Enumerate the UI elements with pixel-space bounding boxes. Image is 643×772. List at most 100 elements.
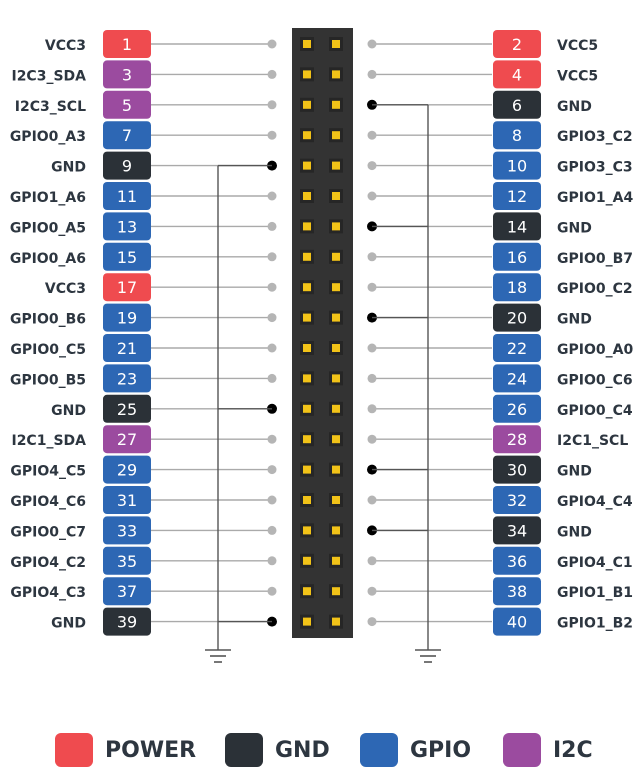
pin-badge	[103, 394, 151, 423]
pin-number: 8	[512, 126, 522, 145]
pin-label: I2C1_SCL	[557, 433, 628, 449]
pin-label: I2C3_SDA	[11, 68, 86, 84]
pin-label: GPIO0_A5	[10, 220, 86, 236]
header-pin	[332, 526, 340, 535]
legend-swatch-i2c	[503, 733, 541, 767]
pin-badge	[493, 90, 541, 119]
pin-label: GPIO0_C4	[557, 403, 633, 419]
header-pin	[332, 161, 340, 170]
pin-badge	[103, 364, 151, 393]
pin-number: 14	[507, 217, 527, 236]
header-pin	[303, 435, 311, 444]
pin-label: GPIO0_A3	[10, 129, 86, 145]
header-pin	[332, 556, 340, 565]
pin-number: 24	[507, 369, 527, 388]
header-pin	[303, 587, 311, 596]
pin-badge	[493, 273, 541, 302]
pin-label: VCC3	[45, 38, 86, 54]
pin-badge	[493, 182, 541, 210]
legend-item-i2c: I2C	[503, 728, 593, 772]
connector-dot	[367, 434, 377, 444]
connector-dot	[267, 373, 277, 383]
header-pin	[303, 344, 311, 352]
header-pin	[332, 374, 340, 383]
pin-label: GND	[557, 312, 592, 328]
legend: POWER GND GPIO I2C	[0, 728, 643, 772]
legend-item-gnd: GND	[225, 728, 330, 772]
connector-dot	[267, 221, 277, 231]
header-pin	[303, 404, 311, 413]
pin-label: GND	[51, 403, 86, 419]
header-pin	[303, 465, 311, 474]
pin-number: 11	[117, 187, 137, 206]
pin-number: 34	[507, 521, 527, 540]
pin-number: 4	[512, 65, 522, 84]
connector-dot	[267, 282, 277, 292]
header-pin	[303, 100, 311, 109]
header-pin	[332, 222, 340, 231]
pin-badge	[103, 334, 151, 362]
pin-number: 31	[117, 491, 137, 510]
pin-number: 10	[507, 157, 527, 176]
connector-dot	[267, 39, 277, 49]
pin-badge	[493, 121, 541, 150]
header-pin	[332, 617, 340, 626]
connector-dot	[267, 586, 277, 596]
ground-symbol	[205, 649, 231, 663]
pin-label: I2C3_SCL	[15, 99, 86, 115]
pin-badge	[103, 607, 151, 636]
pin-label: GPIO3_C3	[557, 160, 633, 176]
header-pin	[332, 496, 340, 504]
pin-number: 5	[122, 96, 132, 115]
header-pin	[332, 283, 340, 292]
connector-dot	[367, 343, 377, 353]
pin-badge	[103, 242, 151, 271]
header-pin	[332, 344, 340, 352]
pin-label: GPIO0_C6	[557, 372, 633, 388]
pin-label: VCC3	[45, 281, 86, 297]
header-pin	[332, 313, 340, 322]
pin-badge	[103, 303, 151, 332]
pin-number: 38	[507, 582, 527, 601]
pin-number: 17	[117, 278, 137, 297]
pin-number: 29	[117, 461, 137, 480]
pin-badge	[103, 151, 151, 180]
pin-number: 35	[117, 552, 137, 571]
header-pin	[332, 465, 340, 474]
connector-dot	[267, 191, 277, 201]
pin-number: 13	[117, 217, 137, 236]
pin-label: GPIO1_A6	[10, 190, 86, 206]
pin-label: GPIO4_C3	[10, 585, 86, 601]
connector-dot	[367, 69, 377, 79]
connector-dot	[267, 465, 277, 475]
pin-badge	[493, 60, 541, 89]
header-pin	[332, 192, 340, 200]
pin-number: 28	[507, 430, 527, 449]
connector-dot	[367, 617, 377, 627]
legend-swatch-gnd	[225, 733, 263, 767]
pin-number: 33	[117, 521, 137, 540]
pin-badge	[103, 30, 151, 58]
pin-label: GPIO4_C4	[557, 494, 633, 510]
header-pin	[332, 40, 340, 48]
pin-badge	[493, 546, 541, 575]
connector-dot	[367, 191, 377, 201]
header-pin	[303, 222, 311, 231]
pin-badge	[493, 577, 541, 606]
header-pin	[332, 100, 340, 109]
pin-label: GND	[557, 524, 592, 540]
pin-number: 27	[117, 430, 137, 449]
pin-label: GPIO0_A6	[10, 251, 86, 267]
pin-number: 32	[507, 491, 527, 510]
pin-badge	[103, 425, 151, 454]
pin-label: GPIO1_B1	[557, 585, 633, 601]
header-pin	[303, 283, 311, 292]
header-pin	[303, 313, 311, 322]
pin-badge	[493, 30, 541, 58]
connector-dot	[267, 252, 277, 262]
header-pin	[303, 526, 311, 535]
connector-dot	[367, 39, 377, 49]
pin-label: GPIO0_C7	[10, 524, 86, 540]
